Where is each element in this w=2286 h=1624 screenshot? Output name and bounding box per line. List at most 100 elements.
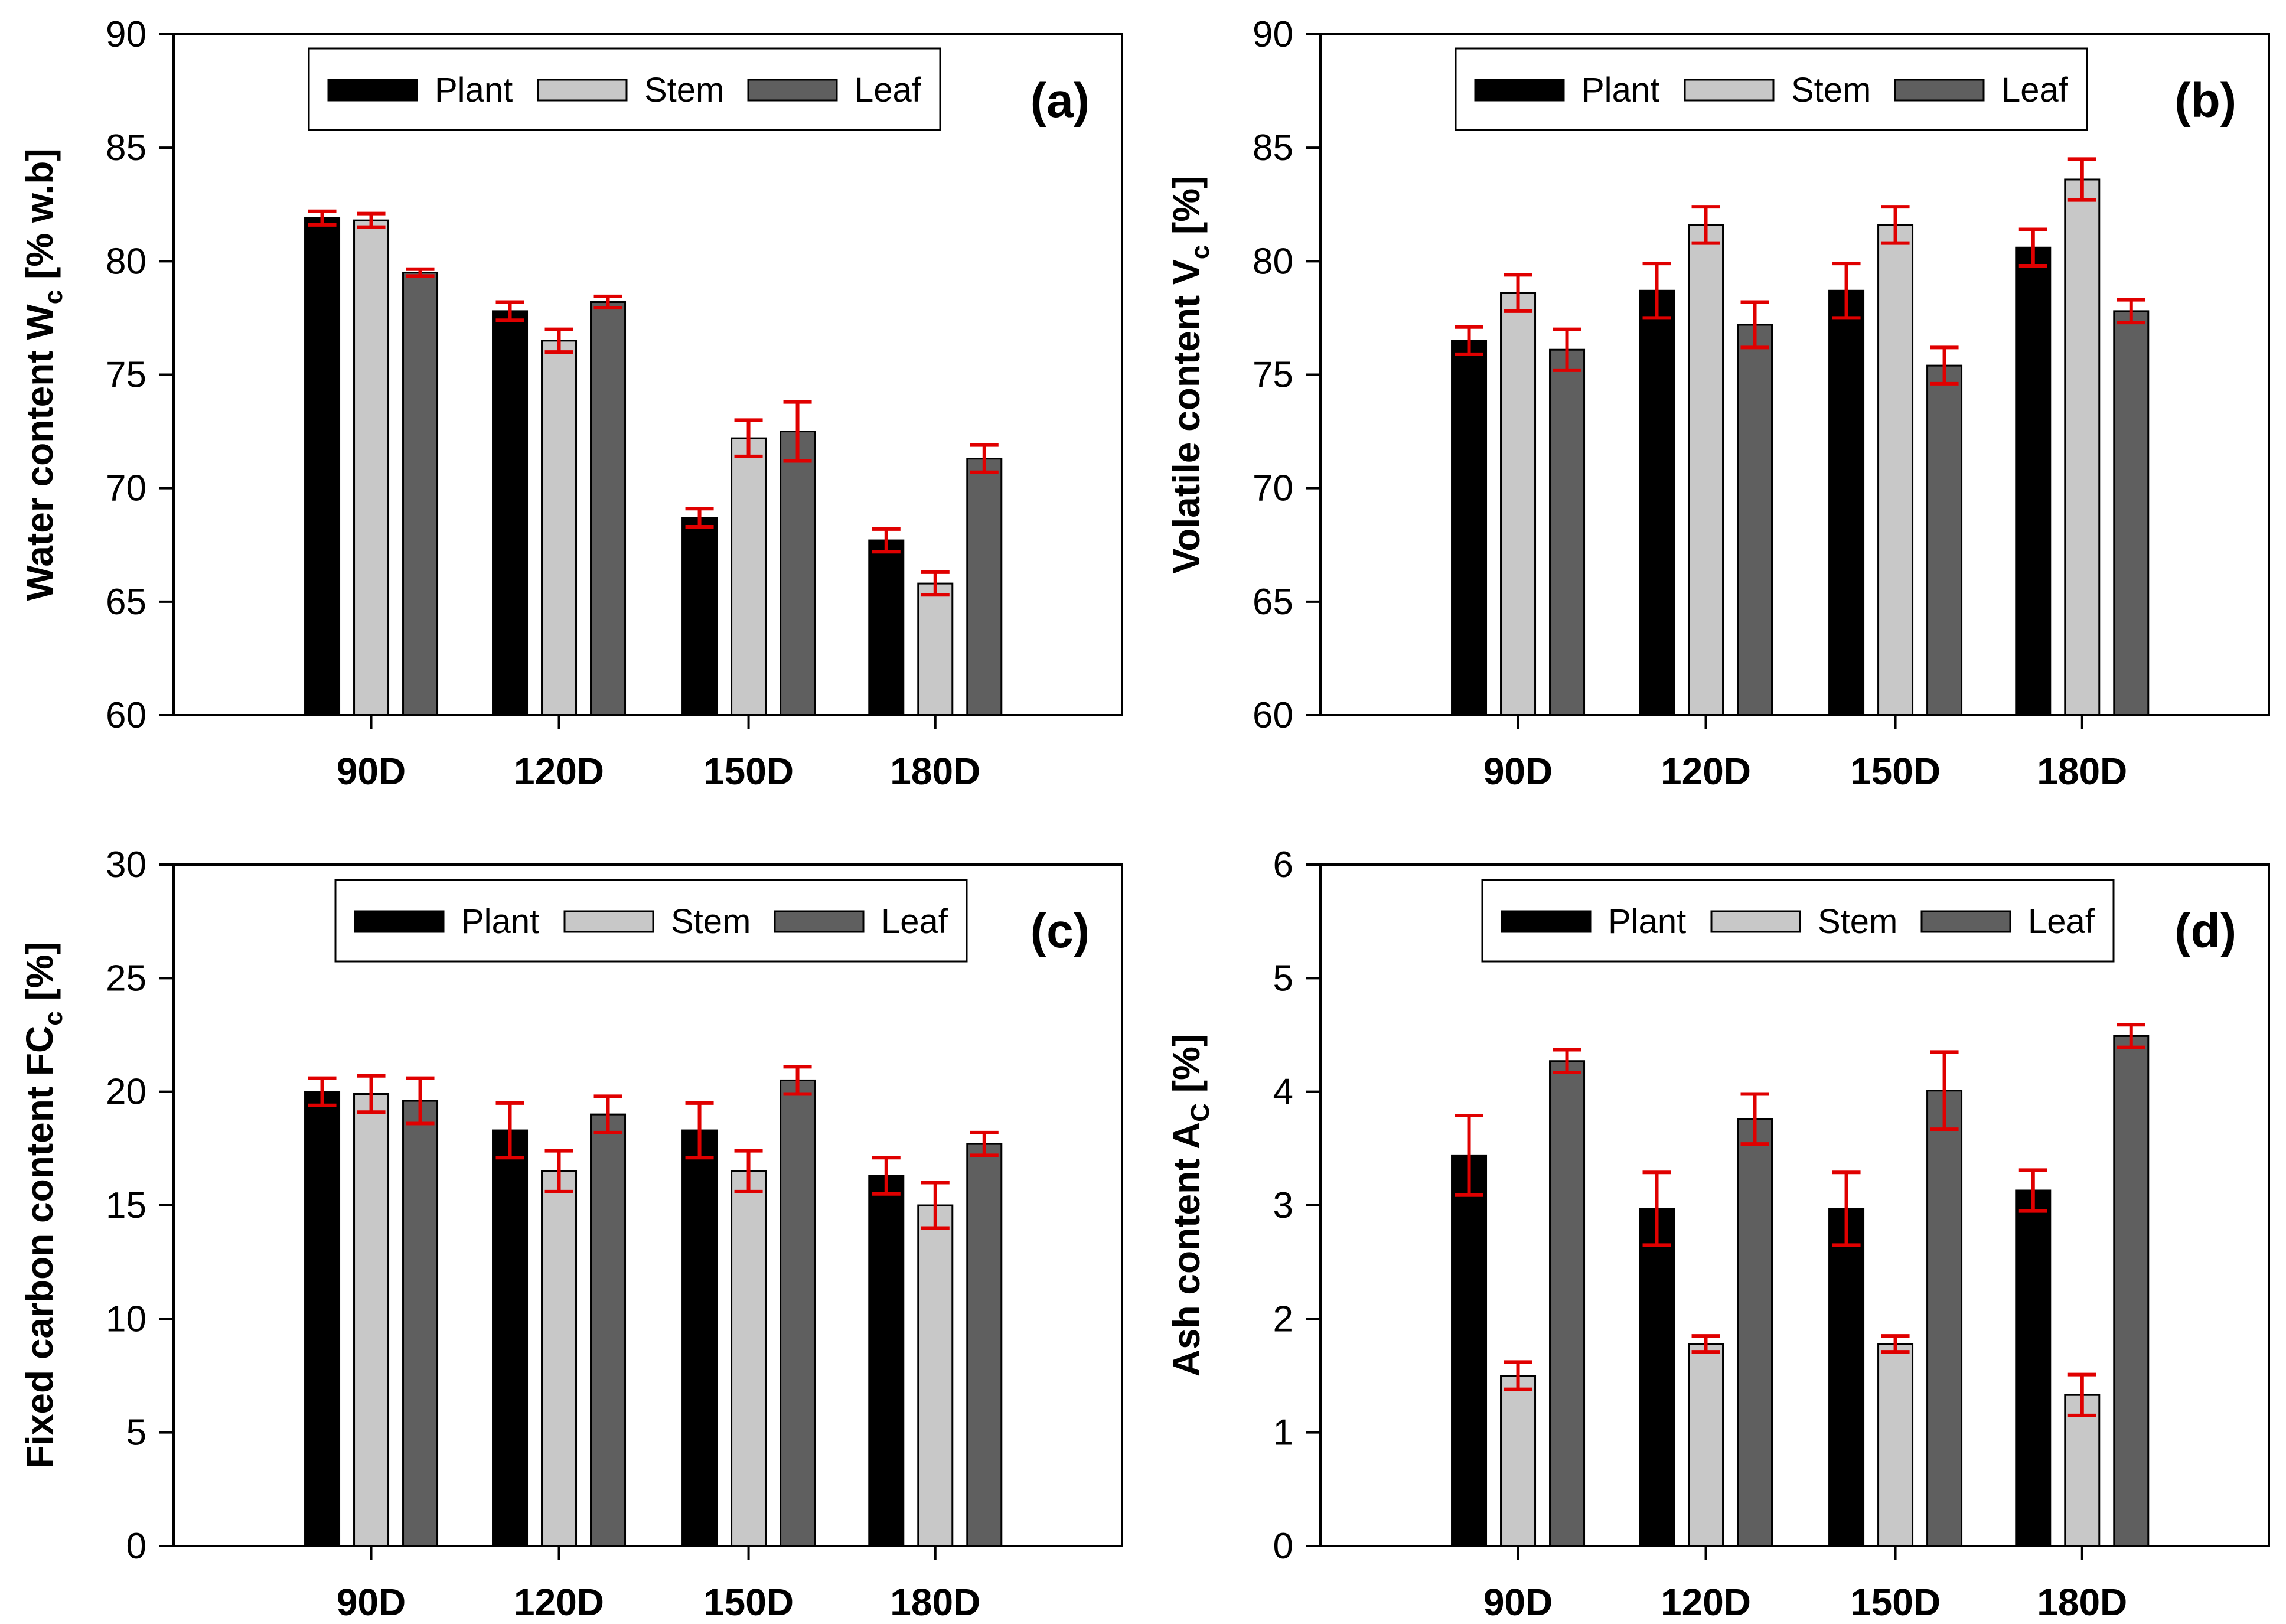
- y-axis-title-main: Water content W: [18, 304, 61, 601]
- bar-plant-120d: [492, 310, 529, 716]
- error-bar-leaf-180d: [2117, 1023, 2145, 1049]
- legend-swatch-stem: [1710, 910, 1801, 933]
- bar-plant-150d: [681, 1129, 718, 1547]
- x-tick-label-90d: 90D: [1483, 1581, 1553, 1623]
- error-bar-plant-90d: [308, 209, 337, 227]
- error-bar-plant-180d: [872, 527, 901, 554]
- error-bar-plant-90d: [1455, 1114, 1483, 1197]
- error-bar-plant-180d: [872, 1156, 901, 1196]
- error-bar-plant-120d: [1642, 1170, 1671, 1247]
- legend-swatch-stem: [563, 910, 654, 933]
- bar-plant-150d: [681, 517, 718, 716]
- error-bar-leaf-180d: [2117, 298, 2145, 325]
- y-axis-title: Volatile content Vc [%]: [1165, 175, 1215, 573]
- y-tick-label: 60: [106, 695, 146, 736]
- bar-leaf-120d: [1737, 324, 1773, 716]
- bar-leaf-90d: [1549, 348, 1586, 716]
- bar-stem-90d: [1500, 1375, 1537, 1547]
- bar-leaf-150d: [1926, 364, 1963, 716]
- bar-plant-90d: [304, 217, 341, 716]
- x-tick-label-150d: 150D: [703, 1581, 794, 1623]
- chart-panel-1: 60 65 70 75 80 85 90 90D 120D 150D 180D Water conte…: [18, 14, 1123, 793]
- chart-panel-4: 0 1 2 3 4 5 6 90D 120D 150D 180D Ash content AC [%]…: [1165, 844, 2270, 1623]
- y-tick-label: 25: [106, 958, 146, 999]
- legend-swatch-stem: [1684, 79, 1775, 102]
- y-tick-label: 70: [1253, 468, 1293, 509]
- y-tick-label: 80: [106, 241, 146, 282]
- legend-label-plant: Plant: [461, 902, 539, 941]
- legend-label-leaf: Leaf: [2028, 902, 2095, 941]
- legend: Plant Stem Leaf: [1455, 47, 2088, 131]
- y-tick-label: 20: [106, 1072, 146, 1113]
- error-bar-leaf-150d: [1930, 1050, 1959, 1131]
- error-bar-leaf-150d: [783, 400, 812, 463]
- legend-label-plant: Plant: [1581, 71, 1659, 109]
- y-tick-label: 1: [1273, 1413, 1293, 1453]
- y-axis-title-subscript: c: [39, 290, 68, 304]
- legend-label-stem: Stem: [1791, 71, 1871, 109]
- bar-leaf-90d: [1549, 1060, 1586, 1547]
- error-bar-stem-90d: [357, 211, 386, 229]
- x-tick-label-150d: 150D: [703, 750, 794, 793]
- y-axis-title: Water content Wc [% w.b]: [18, 148, 68, 601]
- error-bar-stem-120d: [544, 327, 573, 354]
- bar-stem-90d: [1500, 292, 1537, 716]
- error-bar-plant-150d: [1832, 262, 1861, 320]
- x-tick-label-180d: 180D: [2037, 1581, 2127, 1623]
- legend-label-leaf: Leaf: [855, 71, 922, 109]
- bar-stem-90d: [353, 1093, 390, 1547]
- bar-stem-120d: [541, 1170, 578, 1547]
- y-tick-label: 75: [1253, 355, 1293, 396]
- x-tick-label-180d: 180D: [890, 750, 980, 793]
- error-bar-stem-180d: [2067, 1372, 2096, 1417]
- bar-leaf-120d: [590, 1113, 627, 1547]
- bar-leaf-120d: [1737, 1118, 1773, 1547]
- bar-plant-120d: [1639, 289, 1675, 716]
- bar-plant-180d: [868, 1175, 905, 1547]
- error-bar-stem-90d: [1504, 1360, 1532, 1391]
- panel-label: (d): [2174, 904, 2236, 958]
- y-tick-label: 0: [126, 1526, 146, 1567]
- error-bar-stem-90d: [1504, 273, 1532, 313]
- y-tick-label: 4: [1273, 1072, 1293, 1113]
- legend: Plant Stem Leaf: [1481, 879, 2115, 963]
- legend-swatch-leaf: [1894, 79, 1985, 102]
- x-tick-label-150d: 150D: [1850, 750, 1941, 793]
- y-tick-label: 85: [106, 128, 146, 168]
- error-bar-leaf-120d: [1740, 300, 1769, 350]
- y-axis-title-unit: [% w.b]: [18, 148, 61, 289]
- bar-leaf-90d: [402, 1100, 439, 1547]
- y-tick-label: 5: [126, 1413, 146, 1453]
- y-axis-title-subscript: c: [39, 1011, 68, 1025]
- y-axis-title-unit: [%]: [18, 942, 61, 1011]
- panel-label: (b): [2174, 74, 2236, 128]
- y-axis-title: Ash content AC [%]: [1165, 1034, 1215, 1377]
- legend-label-plant: Plant: [1608, 902, 1686, 941]
- x-tick-label-180d: 180D: [2037, 750, 2127, 793]
- error-bar-leaf-150d: [783, 1065, 812, 1096]
- error-bar-leaf-120d: [1740, 1092, 1769, 1146]
- legend-swatch-plant: [327, 79, 418, 102]
- panel-label: (a): [1031, 74, 1090, 128]
- error-bar-leaf-90d: [406, 1076, 435, 1126]
- legend-label-plant: Plant: [435, 71, 513, 109]
- error-bar-leaf-90d: [406, 267, 435, 278]
- error-bar-leaf-120d: [593, 1094, 622, 1134]
- error-bar-plant-90d: [1455, 325, 1483, 356]
- error-bar-stem-180d: [921, 1181, 950, 1230]
- legend-label-leaf: Leaf: [881, 902, 948, 941]
- y-axis-title-main: Ash content A: [1165, 1122, 1208, 1377]
- legend-label-leaf: Leaf: [2001, 71, 2069, 109]
- bar-plant-150d: [1828, 1208, 1865, 1547]
- y-tick-label: 6: [1273, 844, 1293, 885]
- y-tick-label: 85: [1253, 128, 1293, 168]
- bar-stem-150d: [1877, 1343, 1914, 1547]
- bar-stem-180d: [2064, 178, 2101, 716]
- y-tick-label: 3: [1273, 1185, 1293, 1226]
- x-tick-label-120d: 120D: [1661, 1581, 1751, 1623]
- bar-leaf-180d: [966, 458, 1003, 716]
- y-axis-title-main: Fixed carbon content FC: [18, 1026, 61, 1469]
- chart-panel-2: 60 65 70 75 80 85 90 90D 120D 150D 180D Volatile co…: [1165, 14, 2270, 793]
- bar-leaf-180d: [2113, 1035, 2150, 1547]
- y-axis-title-unit: [%]: [1165, 1034, 1208, 1103]
